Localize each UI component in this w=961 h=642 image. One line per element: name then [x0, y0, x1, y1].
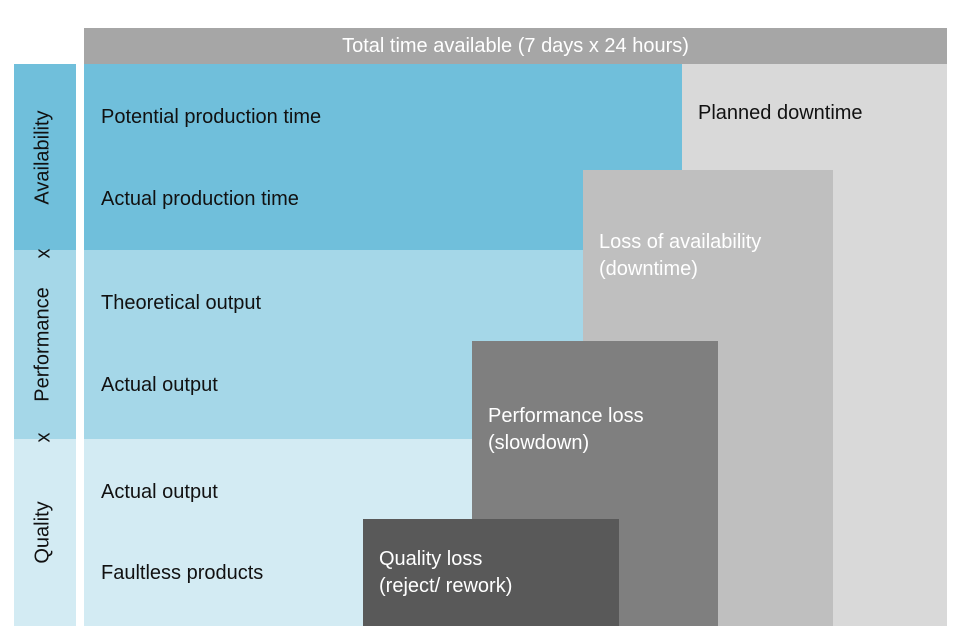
quality-loss-label-line2: (reject/ rework): [379, 575, 513, 597]
theoretical-output-label: Theoretical output: [101, 292, 262, 314]
performance-label: Performance: [31, 287, 54, 402]
quality-label: Quality: [31, 501, 54, 564]
availability-band: [84, 64, 682, 250]
quality-side-bar: Quality: [14, 439, 76, 626]
potential-production-time-label: Potential production time: [101, 106, 322, 128]
multiply-operator-1: x: [32, 248, 55, 259]
faultless-products-label: Faultless products: [101, 562, 264, 584]
quality-actual-output-label: Actual output: [101, 481, 218, 503]
performance-loss-label-line2: (slowdown): [488, 432, 590, 454]
quality-loss-label-line1: Quality loss: [379, 548, 483, 570]
actual-production-time-label: Actual production time: [101, 188, 299, 210]
total-time-header: Total time available (7 days x 24 hours): [84, 28, 947, 64]
availability-loss-label-line1: Loss of availability: [599, 231, 762, 253]
multiply-operator-2: x: [32, 432, 55, 443]
actual-output-label: Actual output: [101, 374, 218, 396]
quality-loss-block: [363, 519, 619, 626]
planned-downtime-label: Planned downtime: [698, 102, 863, 124]
performance-side-bar: Performance: [14, 250, 76, 439]
availability-side-bar: Availability: [14, 64, 76, 250]
availability-loss-label-line2: (downtime): [599, 258, 698, 280]
performance-loss-label-line1: Performance loss: [488, 405, 644, 427]
availability-label: Availability: [31, 110, 54, 205]
